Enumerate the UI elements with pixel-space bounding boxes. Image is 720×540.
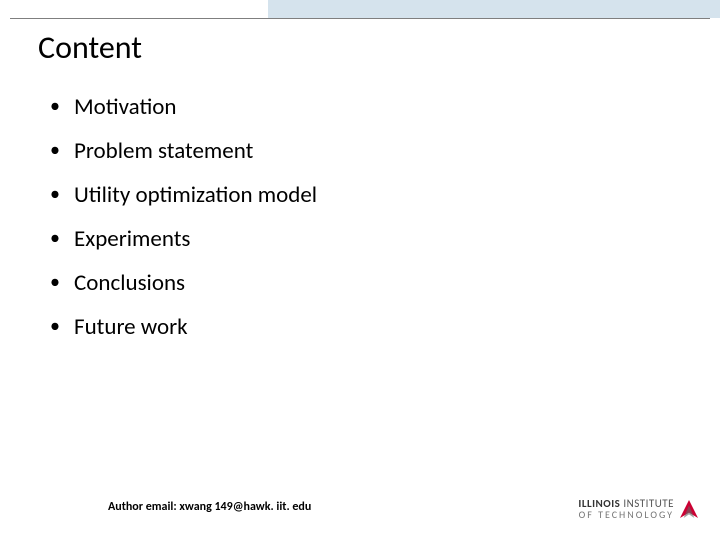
logo-text: ILLINOIS INSTITUTE OF TECHNOLOGY [578,498,674,520]
content-bullet-list: Motivation Problem statement Utility opt… [48,96,317,360]
logo-line-2: OF TECHNOLOGY [578,510,674,521]
iit-logo-icon [680,500,698,518]
header-accent-bar [268,0,720,18]
list-item: Utility optimization model [48,184,317,207]
slide-title: Content [38,28,142,67]
institution-logo: ILLINOIS INSTITUTE OF TECHNOLOGY [578,498,698,520]
author-email: Author email: xwang 149@hawk. iit. edu [108,500,311,514]
list-item: Motivation [48,96,317,119]
list-item: Experiments [48,228,317,251]
header-divider [10,18,710,19]
list-item: Conclusions [48,272,317,295]
list-item: Future work [48,316,317,339]
list-item: Problem statement [48,140,317,163]
